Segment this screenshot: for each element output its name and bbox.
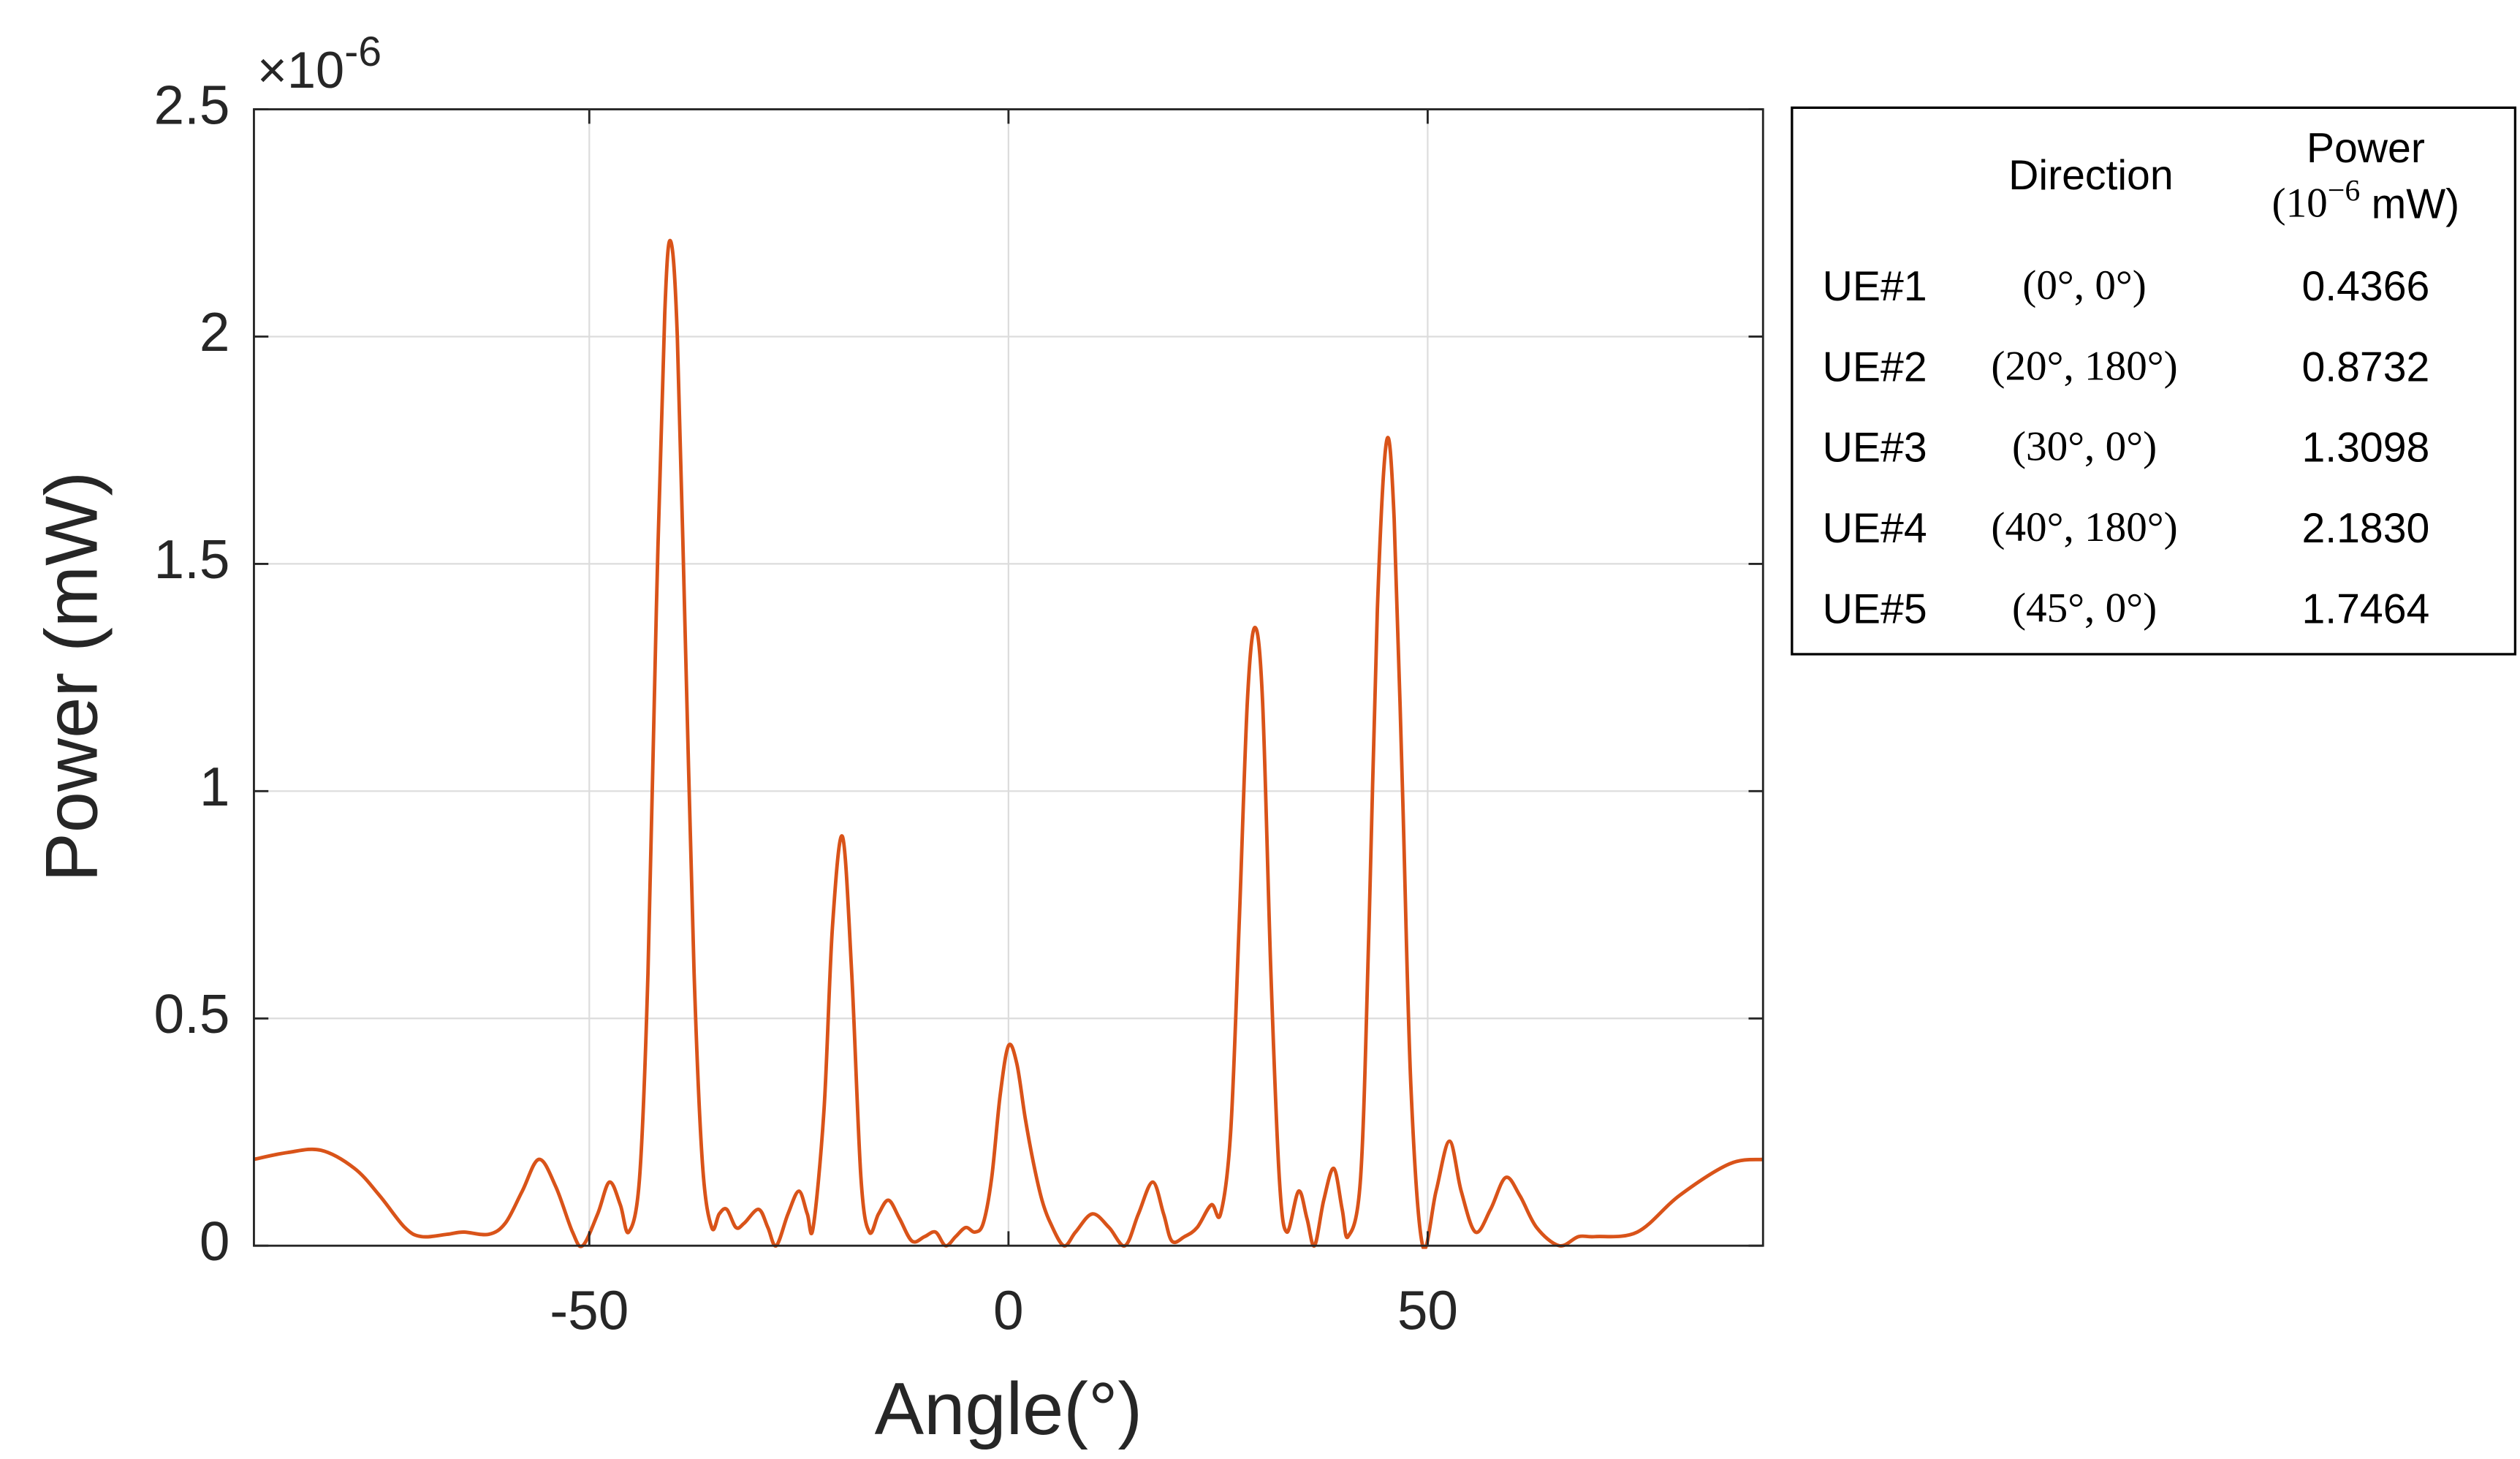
ticks: 0 0.5 1 1.5 2 2.5 -50 0 50 <box>154 74 1764 1341</box>
x-tick-label: 0 <box>993 1280 1024 1341</box>
ue-name: UE#5 <box>1823 586 1927 632</box>
ue-power: 1.7464 <box>2301 586 2429 632</box>
y-tick-label: 2.5 <box>154 74 230 135</box>
x-tick-label: -50 <box>550 1280 629 1341</box>
y-tick-label: 1 <box>200 756 230 817</box>
table-rows: UE#1 (0°, 0°) 0.4366 UE#2 (20°, 180°) 0.8732 U… <box>1823 262 2430 633</box>
y-tick-label: 1.5 <box>154 528 230 590</box>
x-tick-label: 50 <box>1397 1280 1458 1341</box>
ue-name: UE#3 <box>1823 425 1927 471</box>
power-unit-exponent: −6 <box>2328 173 2360 207</box>
table-box <box>1791 106 2517 656</box>
data-line <box>254 238 1764 1249</box>
ue-name: UE#1 <box>1823 263 1927 310</box>
y-tick-label: 0.5 <box>154 983 230 1045</box>
ue-direction: (0°, 0°) <box>2022 262 2147 308</box>
y-multiplier: ×10-6 <box>257 29 382 99</box>
plot-lines <box>254 238 1764 1249</box>
ue-direction: (30°, 0°) <box>2012 424 2157 470</box>
power-unit-close: mW) <box>2372 181 2460 228</box>
direction-header: Direction <box>2008 152 2174 199</box>
ue-direction: (45°, 0°) <box>2012 585 2157 631</box>
y-tick-label: 0 <box>200 1210 230 1272</box>
ue-name: UE#2 <box>1823 344 1927 390</box>
ue-power: 2.1830 <box>2301 505 2429 552</box>
ue-power: 1.3098 <box>2301 425 2429 471</box>
ue-direction: (20°, 180°) <box>1991 343 2177 389</box>
ue-direction: (40°, 180°) <box>1991 504 2177 550</box>
ue-name: UE#4 <box>1823 505 1927 552</box>
y-axis-label: Power (mW) <box>30 471 113 882</box>
y-multiplier-base: ×10 <box>257 41 344 99</box>
ue-power: 0.8732 <box>2301 344 2429 390</box>
ue-power: 0.4366 <box>2301 263 2429 310</box>
y-tick-label: 2 <box>200 301 230 363</box>
y-multiplier-exponent: -6 <box>344 29 382 75</box>
power-unit: (10−6 mW) <box>2272 173 2460 227</box>
power-unit-open: (10 <box>2272 181 2328 227</box>
x-axis-label: Angle(°) <box>875 1368 1143 1450</box>
power-header: Power <box>2307 125 2425 172</box>
